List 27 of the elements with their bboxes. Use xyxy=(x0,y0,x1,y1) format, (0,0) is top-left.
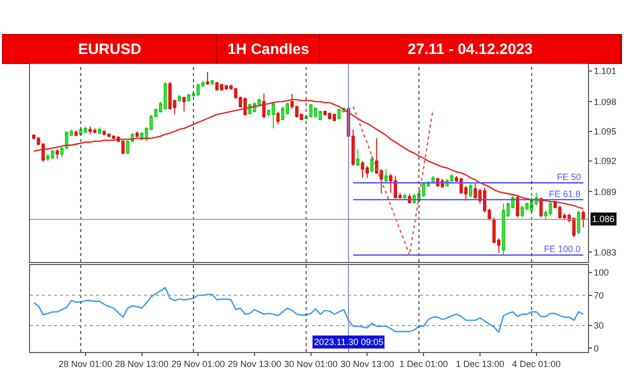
y-tick-label: 1.089 xyxy=(594,186,616,197)
y-tick-label: 1.095 xyxy=(594,126,616,136)
y-tick-label: 30 xyxy=(594,320,604,331)
series-label: FE 50 xyxy=(557,172,582,182)
x-tick-label: 29 Nov 01:00 xyxy=(171,358,225,369)
annotation: 2023.11.30 09:05 xyxy=(314,337,384,347)
x-tick-label: 4 Dec 01:00 xyxy=(512,358,561,369)
y-tick-label: 100 xyxy=(594,268,609,278)
x-tick-label: 1 Dec 01:00 xyxy=(399,358,448,369)
series-label: FE 61.8 xyxy=(549,189,581,199)
x-tick-label: 30 Nov 01:00 xyxy=(284,358,338,369)
chart-subtitle: 1H Candles xyxy=(217,35,320,63)
series-label: FE 100.0 xyxy=(544,244,581,254)
y-tick-label: 1.083 xyxy=(594,247,616,258)
ref-line-label: 1.086 xyxy=(592,214,615,224)
x-tick-label: 28 Nov 01:00 xyxy=(58,358,112,369)
chart-title: EURUSD xyxy=(3,35,218,63)
y-tick-label: 1.101 xyxy=(594,66,616,76)
x-tick-label: 30 Nov 13:00 xyxy=(340,358,394,369)
y-tick-label: 0 xyxy=(594,343,599,354)
y-tick-label: 1.092 xyxy=(594,156,616,166)
x-tick-label: 1 Dec 13:00 xyxy=(456,358,504,369)
x-tick-label: 29 Nov 13:00 xyxy=(228,358,282,369)
y-tick-label: 1.098 xyxy=(594,96,616,107)
x-tick-label: 28 Nov 13:00 xyxy=(115,358,169,369)
y-tick-label: 70 xyxy=(594,290,604,300)
text: 27.11 - 04.12.2023 xyxy=(320,35,621,63)
